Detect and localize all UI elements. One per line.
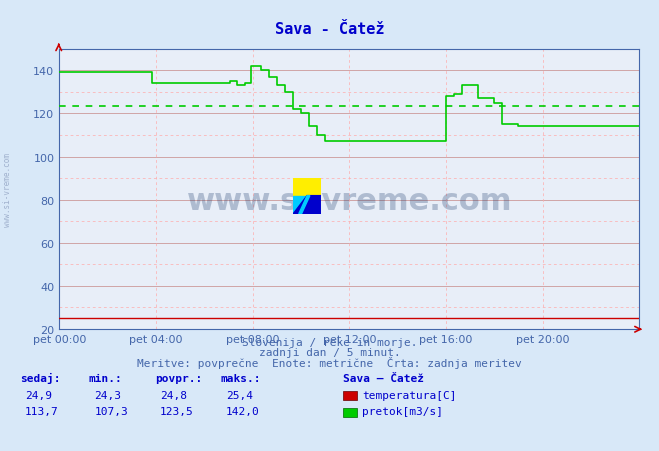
Text: 107,3: 107,3 <box>94 406 128 416</box>
Text: 25,4: 25,4 <box>226 390 253 400</box>
Polygon shape <box>293 196 321 214</box>
Text: Sava – Čatež: Sava – Čatež <box>343 373 424 383</box>
Text: Slovenija / reke in morje.: Slovenija / reke in morje. <box>242 337 417 347</box>
Text: 113,7: 113,7 <box>25 406 59 416</box>
Text: 123,5: 123,5 <box>160 406 194 416</box>
Polygon shape <box>293 196 307 214</box>
Text: Sava - Čatež: Sava - Čatež <box>275 22 384 37</box>
Text: 24,9: 24,9 <box>25 390 52 400</box>
Text: 24,3: 24,3 <box>94 390 121 400</box>
Text: povpr.:: povpr.: <box>155 373 202 383</box>
Text: temperatura[C]: temperatura[C] <box>362 390 457 400</box>
Text: sedaj:: sedaj: <box>20 372 60 383</box>
Polygon shape <box>293 178 321 196</box>
Text: Meritve: povprečne  Enote: metrične  Črta: zadnja meritev: Meritve: povprečne Enote: metrične Črta:… <box>137 356 522 368</box>
Text: 142,0: 142,0 <box>226 406 260 416</box>
Text: min.:: min.: <box>89 373 123 383</box>
Text: pretok[m3/s]: pretok[m3/s] <box>362 406 444 416</box>
Text: zadnji dan / 5 minut.: zadnji dan / 5 minut. <box>258 347 401 357</box>
Text: www.si-vreme.com: www.si-vreme.com <box>3 152 13 226</box>
Text: maks.:: maks.: <box>221 373 261 383</box>
Text: www.si-vreme.com: www.si-vreme.com <box>186 186 512 215</box>
Polygon shape <box>299 196 310 214</box>
Text: 24,8: 24,8 <box>160 390 187 400</box>
